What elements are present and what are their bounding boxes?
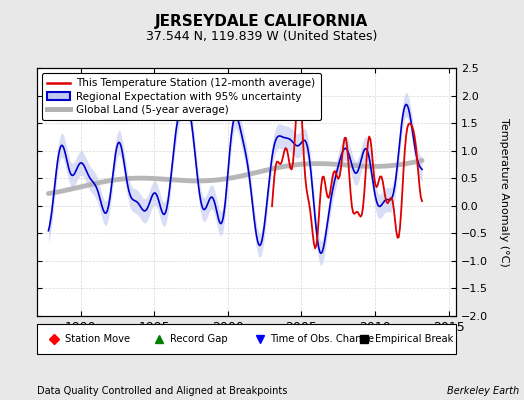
- Legend: This Temperature Station (12-month average), Regional Expectation with 95% uncer: This Temperature Station (12-month avera…: [42, 73, 321, 120]
- Text: Empirical Break: Empirical Break: [375, 334, 454, 344]
- Text: Data Quality Controlled and Aligned at Breakpoints: Data Quality Controlled and Aligned at B…: [37, 386, 287, 396]
- Text: Berkeley Earth: Berkeley Earth: [446, 386, 519, 396]
- FancyBboxPatch shape: [37, 324, 456, 354]
- Text: 37.544 N, 119.839 W (United States): 37.544 N, 119.839 W (United States): [146, 30, 378, 43]
- Text: Time of Obs. Change: Time of Obs. Change: [270, 334, 375, 344]
- Text: JERSEYDALE CALIFORNIA: JERSEYDALE CALIFORNIA: [156, 14, 368, 29]
- Text: Station Move: Station Move: [65, 334, 130, 344]
- Text: Record Gap: Record Gap: [170, 334, 227, 344]
- Y-axis label: Temperature Anomaly (°C): Temperature Anomaly (°C): [499, 118, 509, 266]
